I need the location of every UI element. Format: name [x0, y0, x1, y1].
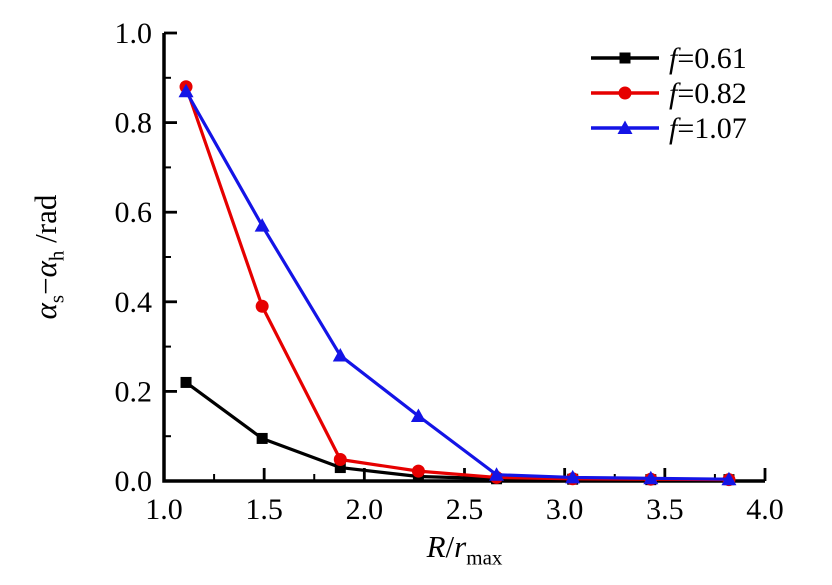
- y-tick-label: 0.8: [115, 107, 153, 140]
- legend-item-f=0.82: f=0.82: [591, 77, 747, 110]
- legend-item-f=0.61: f=0.61: [591, 42, 747, 75]
- triangle-marker: [489, 467, 505, 481]
- circle-marker: [618, 86, 632, 100]
- x-tick-labels: 1.0 1.5 2.0 2.5 3.0 3.5 4.0: [145, 493, 784, 526]
- y-tick-labels: 0.0 0.2 0.4 0.6 0.8 1.0: [115, 17, 153, 498]
- x-tick-label: 4.0: [746, 493, 784, 526]
- y-tick-label: 0.4: [115, 286, 153, 319]
- circle-marker: [333, 452, 347, 466]
- y-tick-label: 1.0: [115, 17, 153, 50]
- x-tick-label: 2.0: [346, 493, 384, 526]
- square-marker: [619, 52, 631, 64]
- square-marker: [334, 462, 346, 474]
- circle-marker: [255, 299, 269, 313]
- legend-item-f=1.07: f=1.07: [591, 112, 747, 145]
- triangle-marker: [643, 470, 659, 485]
- triangle-marker: [254, 218, 270, 232]
- x-tick-label: 2.5: [446, 493, 484, 526]
- legend: f=0.61f=0.82f=1.07: [591, 42, 747, 145]
- circle-marker: [411, 464, 425, 478]
- x-tick-label: 1.5: [245, 493, 283, 526]
- triangle-marker: [178, 83, 194, 98]
- triangle-marker: [332, 348, 348, 362]
- y-tick-label: 0.0: [115, 465, 153, 498]
- y-tick-label: 0.2: [115, 375, 153, 408]
- triangle-marker: [410, 408, 426, 423]
- legend-label: f=0.82: [669, 77, 747, 110]
- y-axis-label: αs−αh /rad: [28, 194, 68, 319]
- legend-label: f=0.61: [669, 42, 747, 75]
- x-tick-label: 1.0: [145, 493, 183, 526]
- series-line: [184, 90, 729, 481]
- y-axis-label-group: αs−αh /rad: [28, 194, 68, 319]
- square-marker: [180, 376, 192, 388]
- x-axis-label: R/rmax: [426, 529, 503, 569]
- x-tick-label: 3.5: [646, 493, 684, 526]
- triangle-marker: [565, 469, 581, 484]
- triangle-marker: [721, 471, 737, 486]
- square-marker: [256, 432, 268, 444]
- y-tick-label: 0.6: [115, 196, 153, 229]
- x-tick-label: 3.0: [546, 493, 584, 526]
- legend-label: f=1.07: [669, 112, 747, 145]
- series-f=1.07: [178, 83, 737, 486]
- triangle-marker: [617, 120, 633, 134]
